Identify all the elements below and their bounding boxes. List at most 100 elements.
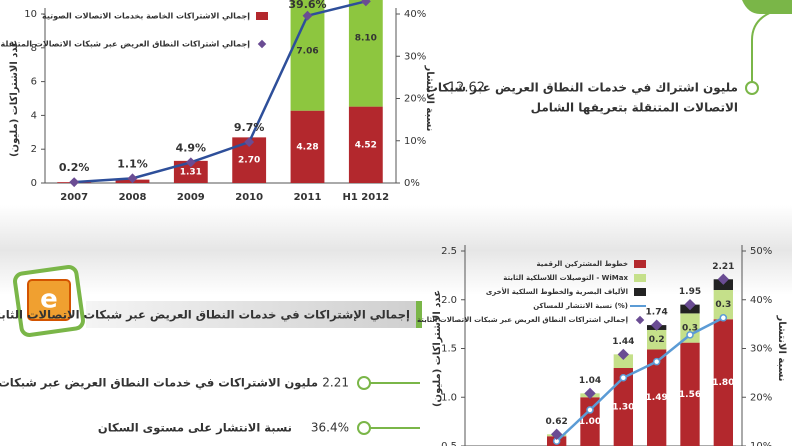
- bar-value-label: 2.70: [238, 156, 260, 166]
- y2-tick-label: 40%: [404, 9, 426, 20]
- y-tick-label: 1.0: [441, 392, 457, 403]
- point-label: 4.9%: [176, 141, 207, 154]
- mobile-note: مليون اشتراك في خدمات النطاق العريض عبر …: [426, 11, 773, 115]
- legend-swatch: [256, 12, 268, 20]
- x-tick-label: 2011: [294, 192, 322, 203]
- y2-tick-label: 50%: [750, 246, 772, 257]
- y-axis-label: عدد الاشتراكات (مليون): [432, 290, 443, 407]
- line-point: [185, 157, 196, 168]
- total-marker: [684, 298, 696, 311]
- total-label: 1.04: [579, 376, 601, 386]
- y2-tick-label: 10%: [404, 136, 426, 147]
- y2-tick-label: 20%: [404, 94, 426, 105]
- stat-value: 2.21: [322, 376, 349, 390]
- bar-value-label: 1.30: [612, 403, 634, 413]
- chart: 0 2 4 6 8 10 0% 10% 20% 30% 40% عدد الاشتراكات (ملي…: [0, 0, 435, 203]
- fixed-icon: e: [13, 265, 85, 337]
- note-value: 12.62: [448, 81, 485, 96]
- line-point: [619, 374, 628, 382]
- bar-segment: [348, 0, 383, 107]
- background-band: [0, 205, 792, 295]
- legend-label: التوصيلات اللاسلكية الثابتة - WiMax: [503, 274, 628, 282]
- y2-tick-label: 20%: [750, 392, 772, 403]
- line: [74, 0, 367, 184]
- line-point: [244, 137, 255, 147]
- stat-text: نسبة الانتشار على مستوى السكان: [98, 421, 292, 436]
- bar-segment: [290, 110, 325, 183]
- total-marker: [717, 273, 729, 285]
- bullet: [357, 421, 371, 435]
- stat-text: مليون الاشتراكات في خدمات النطاق العريض …: [0, 376, 318, 391]
- line-point: [586, 406, 594, 414]
- bar-value-label: 1.49: [646, 393, 668, 403]
- title-banner: [86, 301, 420, 328]
- y-tick-label: 8: [31, 43, 37, 54]
- legend-label: الألياف البصرية والخطوط السلكية الأخرى: [486, 287, 628, 296]
- y-tick-label: 6: [31, 77, 37, 88]
- y2-axis-label: نسبة الانتشار: [776, 315, 787, 382]
- y2-tick-label: 10%: [750, 441, 772, 446]
- bar-segment: [680, 313, 700, 343]
- line: [555, 316, 724, 443]
- bar-value-label: 1.56: [679, 390, 701, 400]
- bar-value-label: 8.10: [355, 34, 377, 44]
- decor-tab: [742, 0, 792, 14]
- total-label: 0.62: [546, 417, 568, 427]
- legend-swatch: [634, 274, 646, 282]
- line-point: [686, 331, 694, 339]
- legend-label: خطوط المشتركين الرقمية: [537, 260, 628, 268]
- bar-segment: [713, 319, 733, 446]
- y-tick-label: 10: [24, 9, 37, 20]
- bar-value-label: 0.3: [682, 324, 698, 334]
- legend-label: إجمالي اشتراكات النطاق العريض عبر شبكات …: [0, 40, 250, 50]
- total-label: 1.95: [679, 287, 701, 297]
- total-label: 1.44: [612, 337, 634, 347]
- bar-value-label: 0.2: [649, 335, 665, 345]
- bar-value-label: 0.3: [715, 300, 731, 310]
- x-tick-label: 2008: [119, 192, 147, 203]
- y-tick-label: 0: [31, 178, 37, 189]
- y2-tick-label: 30%: [750, 344, 772, 355]
- legend-label: إجمالي اشتراكات النطاق العريض عبر شبكات …: [417, 316, 628, 324]
- bar-value-label: 1.00: [579, 417, 601, 427]
- banner-accent: [416, 301, 422, 328]
- line-point: [69, 177, 80, 188]
- total-marker: [617, 348, 629, 361]
- note-text: مليون اشتراك في خدمات النطاق العريض عبر …: [426, 81, 738, 96]
- total-label: 1.74: [646, 308, 668, 318]
- y2-axis-label: نسبة الانتشار: [424, 65, 435, 132]
- bar-segment: [613, 354, 633, 368]
- point-label: 0.2%: [59, 161, 90, 174]
- legend-swatch: [634, 288, 646, 296]
- bar-segment: [713, 290, 733, 320]
- bar-value-label: 4.28: [296, 142, 318, 152]
- y-tick-label: 2.0: [441, 295, 457, 306]
- total-marker: [551, 428, 563, 440]
- y2-tick-label: 0%: [404, 178, 420, 189]
- line-point: [652, 357, 661, 366]
- connector: [370, 382, 420, 429]
- total-marker: [584, 387, 596, 400]
- y-tick-label: 2: [31, 144, 37, 155]
- line-point: [127, 173, 138, 184]
- total-marker: [651, 319, 663, 331]
- chart: 0.5 1.0 1.5 2.0 2.5 10% 20% 30% 40% 50% عدد الاشتر…: [417, 245, 787, 446]
- bar-segment: [680, 342, 700, 446]
- y-tick-label: 4: [31, 110, 37, 121]
- x-tick-label: 2007: [60, 192, 88, 203]
- x-tick-label: 2009: [177, 192, 205, 203]
- stat-value: 36.4%: [311, 421, 349, 435]
- point-label: 1.1%: [117, 157, 148, 170]
- legend-swatch: [634, 260, 646, 268]
- y-tick-label: 2.5: [441, 246, 457, 257]
- point-label: 39.6%: [288, 0, 326, 11]
- bar-segment: [580, 397, 600, 446]
- y2-tick-label: 40%: [750, 295, 772, 306]
- y-axis-label: عدد الاشتراكات (مليون): [9, 40, 20, 157]
- x-tick-label: H1 2012: [343, 192, 390, 203]
- y2-tick-label: 30%: [404, 51, 426, 62]
- bar-value-label: 1.80: [712, 378, 734, 388]
- connector: [751, 11, 773, 82]
- bar-segment: [613, 368, 633, 446]
